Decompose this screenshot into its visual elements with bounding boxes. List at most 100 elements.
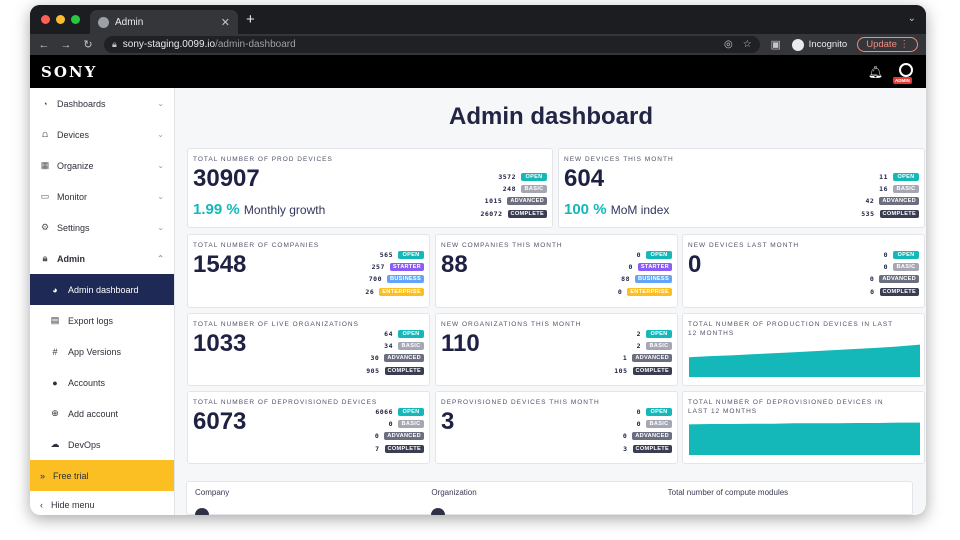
plan-badge: ADVANCED	[384, 354, 424, 363]
sidebar-item-devices[interactable]: ⩍ Devices ⌄	[30, 119, 174, 150]
close-window-button[interactable]	[41, 15, 50, 24]
monitor-icon: ▭	[40, 191, 50, 201]
breakdown-row: 16 BASIC	[861, 184, 919, 193]
address-bar[interactable]: 🔒︎ sony-staging.0099.io/admin-dashboard …	[104, 36, 760, 53]
plan-badge: OPEN	[398, 407, 424, 416]
plan-badge: BASIC	[646, 419, 672, 428]
reload-icon[interactable]: ↻	[83, 39, 93, 51]
row-avatar	[431, 508, 446, 515]
breakdown-row: 0 STARTER	[618, 262, 672, 271]
chevron-down-icon: ⌄	[157, 130, 164, 139]
chevron-up-icon: ⌃	[157, 254, 164, 263]
plan-badge: OPEN	[646, 329, 672, 338]
hash-icon: #	[52, 346, 58, 357]
card-value: 3	[441, 408, 455, 435]
plan-badge: STARTER	[637, 262, 672, 271]
plan-breakdown: 0 OPEN 0 BASIC 0 ADVANCED 3 COMPLETE	[623, 407, 672, 453]
star-icon[interactable]: ☆	[742, 39, 752, 50]
breakdown-value: 0	[617, 287, 623, 296]
free-trial-label: Free trial	[53, 470, 89, 481]
window-controls	[41, 15, 80, 24]
breakdown-value: 0	[636, 407, 641, 416]
breakdown-row: 0 BASIC	[870, 262, 919, 271]
sony-logo[interactable]: SONY	[41, 62, 98, 81]
breakdown-row: 257 STARTER	[365, 262, 424, 271]
breakdown-value: 0	[883, 262, 888, 271]
incognito-indicator[interactable]: Incognito	[791, 38, 847, 51]
sidebar-item-devops[interactable]: ☁ DevOps	[30, 429, 174, 460]
area-series	[689, 344, 920, 377]
card-label: New devices last month	[688, 242, 800, 249]
browser-tab[interactable]: Admin ✕	[90, 10, 238, 34]
breakdown-value: 16	[879, 184, 888, 193]
hide-menu-button[interactable]: ‹ Hide menu	[30, 491, 174, 515]
breakdown-value: 2	[636, 341, 641, 350]
bell-icon[interactable]: 🔔︎	[867, 64, 883, 79]
back-arrow-icon[interactable]: ←	[38, 38, 50, 51]
extension-icon[interactable]: ▣	[770, 39, 781, 51]
plan-badge: COMPLETE	[879, 209, 919, 218]
tab-search-chevron-icon[interactable]: ⌄	[907, 13, 916, 24]
breakdown-row: 0 ADVANCED	[375, 432, 424, 441]
breakdown-value: 42	[865, 197, 875, 206]
plan-breakdown: 2 OPEN 2 BASIC 1 ADVANCED 105 COMPLETE	[614, 329, 672, 375]
column-organization[interactable]: Organization	[431, 488, 477, 497]
card-value: 604	[564, 165, 605, 192]
sidebar-item-label: Settings	[57, 222, 90, 233]
sidebar-item-accounts[interactable]: ● Accounts	[30, 367, 174, 398]
sidebar-item-app-versions[interactable]: # App Versions	[30, 336, 174, 367]
new-tab-button[interactable]: +	[246, 11, 255, 28]
growth-text: MoM index	[610, 203, 670, 217]
minimize-window-button[interactable]	[56, 15, 65, 24]
breakdown-value: 0	[374, 432, 380, 441]
plan-badge: COMPLETE	[384, 366, 424, 375]
chevron-left-icon: ‹	[40, 500, 43, 510]
breakdown-row: 565 OPEN	[365, 250, 424, 259]
column-compute-modules[interactable]: Total number of compute modules	[667, 488, 789, 497]
breakdown-value: 257	[371, 262, 385, 271]
admin-avatar[interactable]: ADMIN	[893, 62, 915, 84]
breakdown-row: 905 COMPLETE	[366, 366, 424, 375]
sidebar-item-admin[interactable]: 🔒︎ Admin ⌃	[30, 243, 174, 274]
growth-indicator: 1.99 % Monthly growth	[193, 201, 325, 218]
stat-card-live-orgs: Total number of live organizations 1033 64…	[187, 313, 430, 386]
dashboard-icon: ◕	[52, 284, 58, 295]
browser-window: Admin ✕ + ⌄ ← → ↻ 🔒︎ sony-staging.0099.i…	[30, 5, 926, 515]
update-button[interactable]: Update ⋮	[857, 37, 918, 52]
maximize-window-button[interactable]	[71, 15, 80, 24]
sidebar-item-monitor[interactable]: ▭ Monitor ⌄	[30, 181, 174, 212]
sidebar-item-organize[interactable]: ▦ Organize ⌄	[30, 150, 174, 181]
card-value: 1033	[193, 330, 247, 357]
sidebar-item-add-account[interactable]: ⊕ Add account	[30, 398, 174, 429]
card-label: Deprovisioned devices this month	[441, 399, 600, 406]
breakdown-value: 0	[636, 419, 641, 428]
gear-icon: ⚙	[40, 222, 50, 232]
main-content: Admin dashboard Total number of prod dev…	[175, 88, 926, 515]
sidebar-item-admin-dashboard[interactable]: ◕ Admin dashboard	[30, 274, 174, 305]
close-tab-icon[interactable]: ✕	[220, 16, 230, 29]
free-trial-button[interactable]: » Free trial	[30, 460, 174, 491]
breakdown-value: 0	[870, 287, 875, 296]
column-company[interactable]: Company	[195, 488, 230, 497]
breakdown-value: 0	[388, 419, 393, 428]
breakdown-row: 11 OPEN	[861, 172, 919, 181]
browser-toolbar: ← → ↻ 🔒︎ sony-staging.0099.io/admin-dash…	[30, 34, 926, 55]
plan-badge: BASIC	[398, 341, 424, 350]
breakdown-value: 1	[622, 354, 628, 363]
sidebar-item-settings[interactable]: ⚙ Settings ⌄	[30, 212, 174, 243]
stat-card-new-orgs: New organizations this month 110 2 OPEN 2 BAS…	[435, 313, 678, 386]
update-label: Update	[866, 39, 897, 50]
plan-badge: COMPLETE	[632, 366, 672, 375]
stat-card-companies: Total number of companies 1548 565 OPEN 257 S…	[187, 234, 430, 308]
sidebar-item-export-logs[interactable]: ▤ Export logs	[30, 305, 174, 336]
breakdown-value: 26072	[480, 209, 503, 218]
breakdown-value: 3572	[498, 172, 516, 181]
forward-arrow-icon[interactable]: →	[60, 38, 72, 51]
eye-slash-icon[interactable]: ◎	[723, 39, 733, 50]
card-label: Total number of deprovisioned devices	[193, 399, 378, 406]
tab-strip: Admin ✕ + ⌄	[30, 5, 926, 34]
sidebar-item-dashboards[interactable]: ◔ Dashboards ⌄	[30, 88, 174, 119]
sidebar-item-label: Admin	[57, 253, 85, 264]
plan-badge: OPEN	[646, 250, 672, 259]
card-label: Total number of prod devices	[193, 156, 333, 163]
